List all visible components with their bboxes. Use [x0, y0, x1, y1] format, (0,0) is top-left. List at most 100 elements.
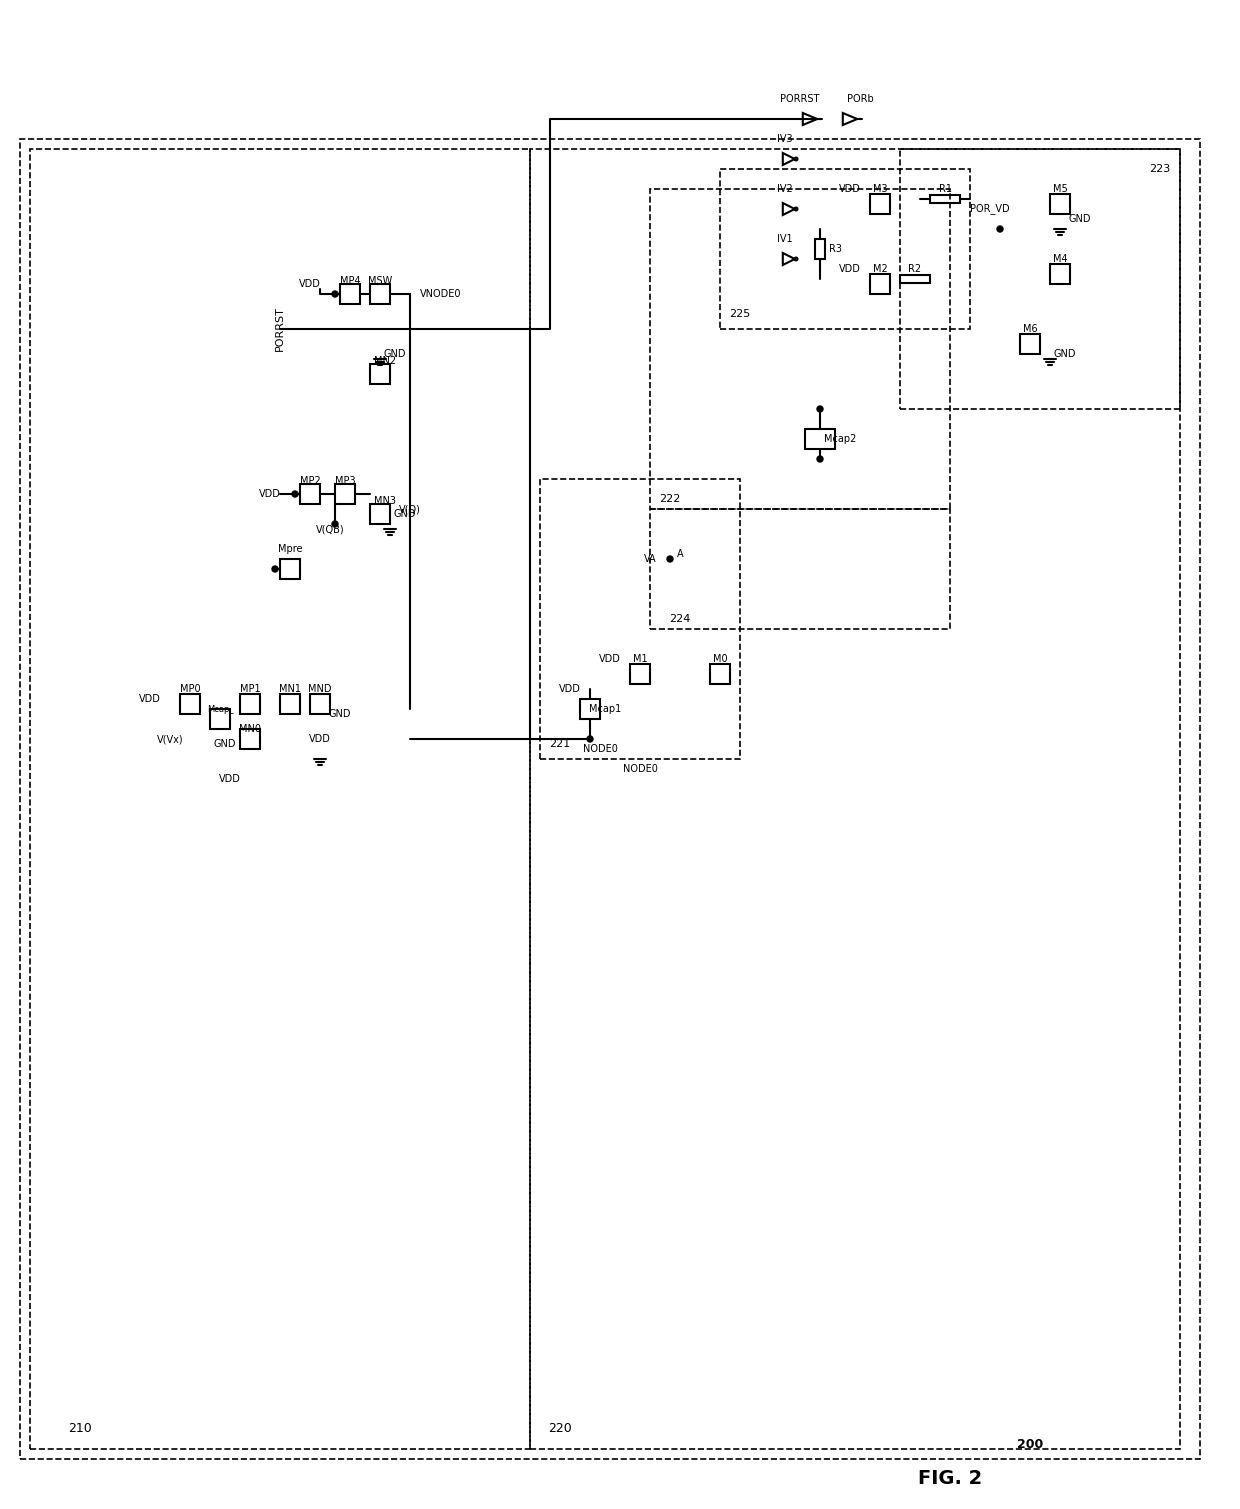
- Text: 224: 224: [670, 614, 691, 625]
- Bar: [900, 149, 1180, 409]
- Bar: [340, 284, 360, 303]
- Text: IV1: IV1: [777, 234, 792, 244]
- Circle shape: [817, 406, 823, 412]
- Text: MP3: MP3: [335, 475, 356, 486]
- Text: V(Q): V(Q): [399, 504, 420, 515]
- Text: V(Vx): V(Vx): [156, 733, 184, 744]
- Text: VDD: VDD: [839, 184, 861, 195]
- Bar: [310, 694, 330, 714]
- Text: M4: M4: [1053, 254, 1068, 264]
- Bar: [900, 275, 930, 284]
- Text: VDD: VDD: [139, 694, 161, 705]
- Bar: [650, 189, 950, 509]
- Text: 225: 225: [729, 309, 750, 318]
- Text: MP0: MP0: [180, 684, 201, 694]
- Bar: [1021, 333, 1040, 355]
- Text: 200: 200: [1017, 1438, 1043, 1450]
- Text: A: A: [677, 549, 683, 558]
- Circle shape: [817, 456, 823, 462]
- Text: M0: M0: [713, 653, 728, 664]
- Text: 220: 220: [548, 1423, 572, 1435]
- Bar: [1050, 195, 1070, 214]
- Bar: [539, 478, 740, 759]
- Bar: [210, 709, 229, 729]
- Bar: [870, 275, 890, 294]
- Text: 210: 210: [68, 1423, 92, 1435]
- Circle shape: [997, 226, 1003, 232]
- Text: M1: M1: [632, 653, 647, 664]
- Bar: [650, 509, 950, 629]
- Bar: [580, 699, 600, 718]
- Text: 222: 222: [660, 493, 681, 504]
- Text: GND: GND: [394, 509, 417, 519]
- Bar: [241, 694, 260, 714]
- Text: MP2: MP2: [300, 475, 320, 486]
- Text: VNODE0: VNODE0: [420, 290, 461, 299]
- Text: VDD: VDD: [559, 684, 580, 694]
- Text: VDD: VDD: [259, 489, 281, 499]
- Text: MN2: MN2: [374, 356, 396, 367]
- Text: VDD: VDD: [599, 653, 621, 664]
- Bar: [180, 694, 200, 714]
- Bar: [300, 484, 320, 504]
- Bar: [870, 195, 890, 214]
- Circle shape: [667, 555, 673, 561]
- Text: Mcap_: Mcap_: [207, 705, 233, 714]
- Circle shape: [291, 490, 298, 496]
- Text: FIG. 2: FIG. 2: [918, 1470, 982, 1488]
- Text: M3: M3: [873, 184, 888, 195]
- Text: M6: M6: [1023, 324, 1038, 333]
- Text: 223: 223: [1149, 164, 1171, 174]
- Text: NODE0: NODE0: [583, 744, 618, 754]
- Text: VDD: VDD: [219, 774, 241, 785]
- Text: PORRST: PORRST: [780, 94, 820, 104]
- Text: MSW: MSW: [368, 276, 392, 287]
- Text: IV2: IV2: [777, 184, 792, 195]
- Text: R1: R1: [939, 184, 951, 195]
- Text: V(QB): V(QB): [316, 524, 345, 534]
- Bar: [529, 149, 1180, 1449]
- Bar: [241, 729, 260, 748]
- Text: MND: MND: [309, 684, 332, 694]
- Bar: [630, 664, 650, 684]
- Text: R2: R2: [909, 264, 921, 275]
- Text: 221: 221: [549, 739, 570, 748]
- Text: MP1: MP1: [239, 684, 260, 694]
- Text: R3: R3: [828, 244, 842, 254]
- Circle shape: [332, 521, 339, 527]
- Bar: [280, 558, 300, 579]
- Bar: [20, 139, 1200, 1459]
- Bar: [370, 364, 391, 383]
- Text: GND: GND: [1069, 214, 1091, 223]
- Text: VDD: VDD: [299, 279, 321, 290]
- Text: GND: GND: [1054, 349, 1076, 359]
- Bar: [370, 284, 391, 303]
- Text: Mcap2: Mcap2: [823, 435, 856, 444]
- Bar: [280, 694, 300, 714]
- Bar: [711, 664, 730, 684]
- Text: M5: M5: [1053, 184, 1068, 195]
- Bar: [335, 484, 355, 504]
- Text: VDD: VDD: [309, 733, 331, 744]
- Bar: [805, 429, 835, 450]
- Text: M2: M2: [873, 264, 888, 275]
- Text: GND: GND: [383, 349, 407, 359]
- Bar: [370, 504, 391, 524]
- Circle shape: [272, 566, 278, 572]
- Text: MN0: MN0: [239, 724, 260, 733]
- Text: Mcap1: Mcap1: [589, 705, 621, 714]
- Circle shape: [332, 291, 339, 297]
- Text: NODE0: NODE0: [622, 764, 657, 774]
- Text: VDD: VDD: [839, 264, 861, 275]
- Text: MP4: MP4: [340, 276, 361, 287]
- Bar: [1050, 264, 1070, 284]
- Text: MN1: MN1: [279, 684, 301, 694]
- Text: PORb: PORb: [847, 94, 873, 104]
- Circle shape: [587, 736, 593, 742]
- Bar: [930, 195, 960, 204]
- Text: Mpre: Mpre: [278, 545, 303, 554]
- Text: MN3: MN3: [374, 496, 396, 506]
- Text: GND: GND: [213, 739, 237, 748]
- Text: POR_VD: POR_VD: [970, 204, 1009, 214]
- Text: GND: GND: [329, 709, 351, 718]
